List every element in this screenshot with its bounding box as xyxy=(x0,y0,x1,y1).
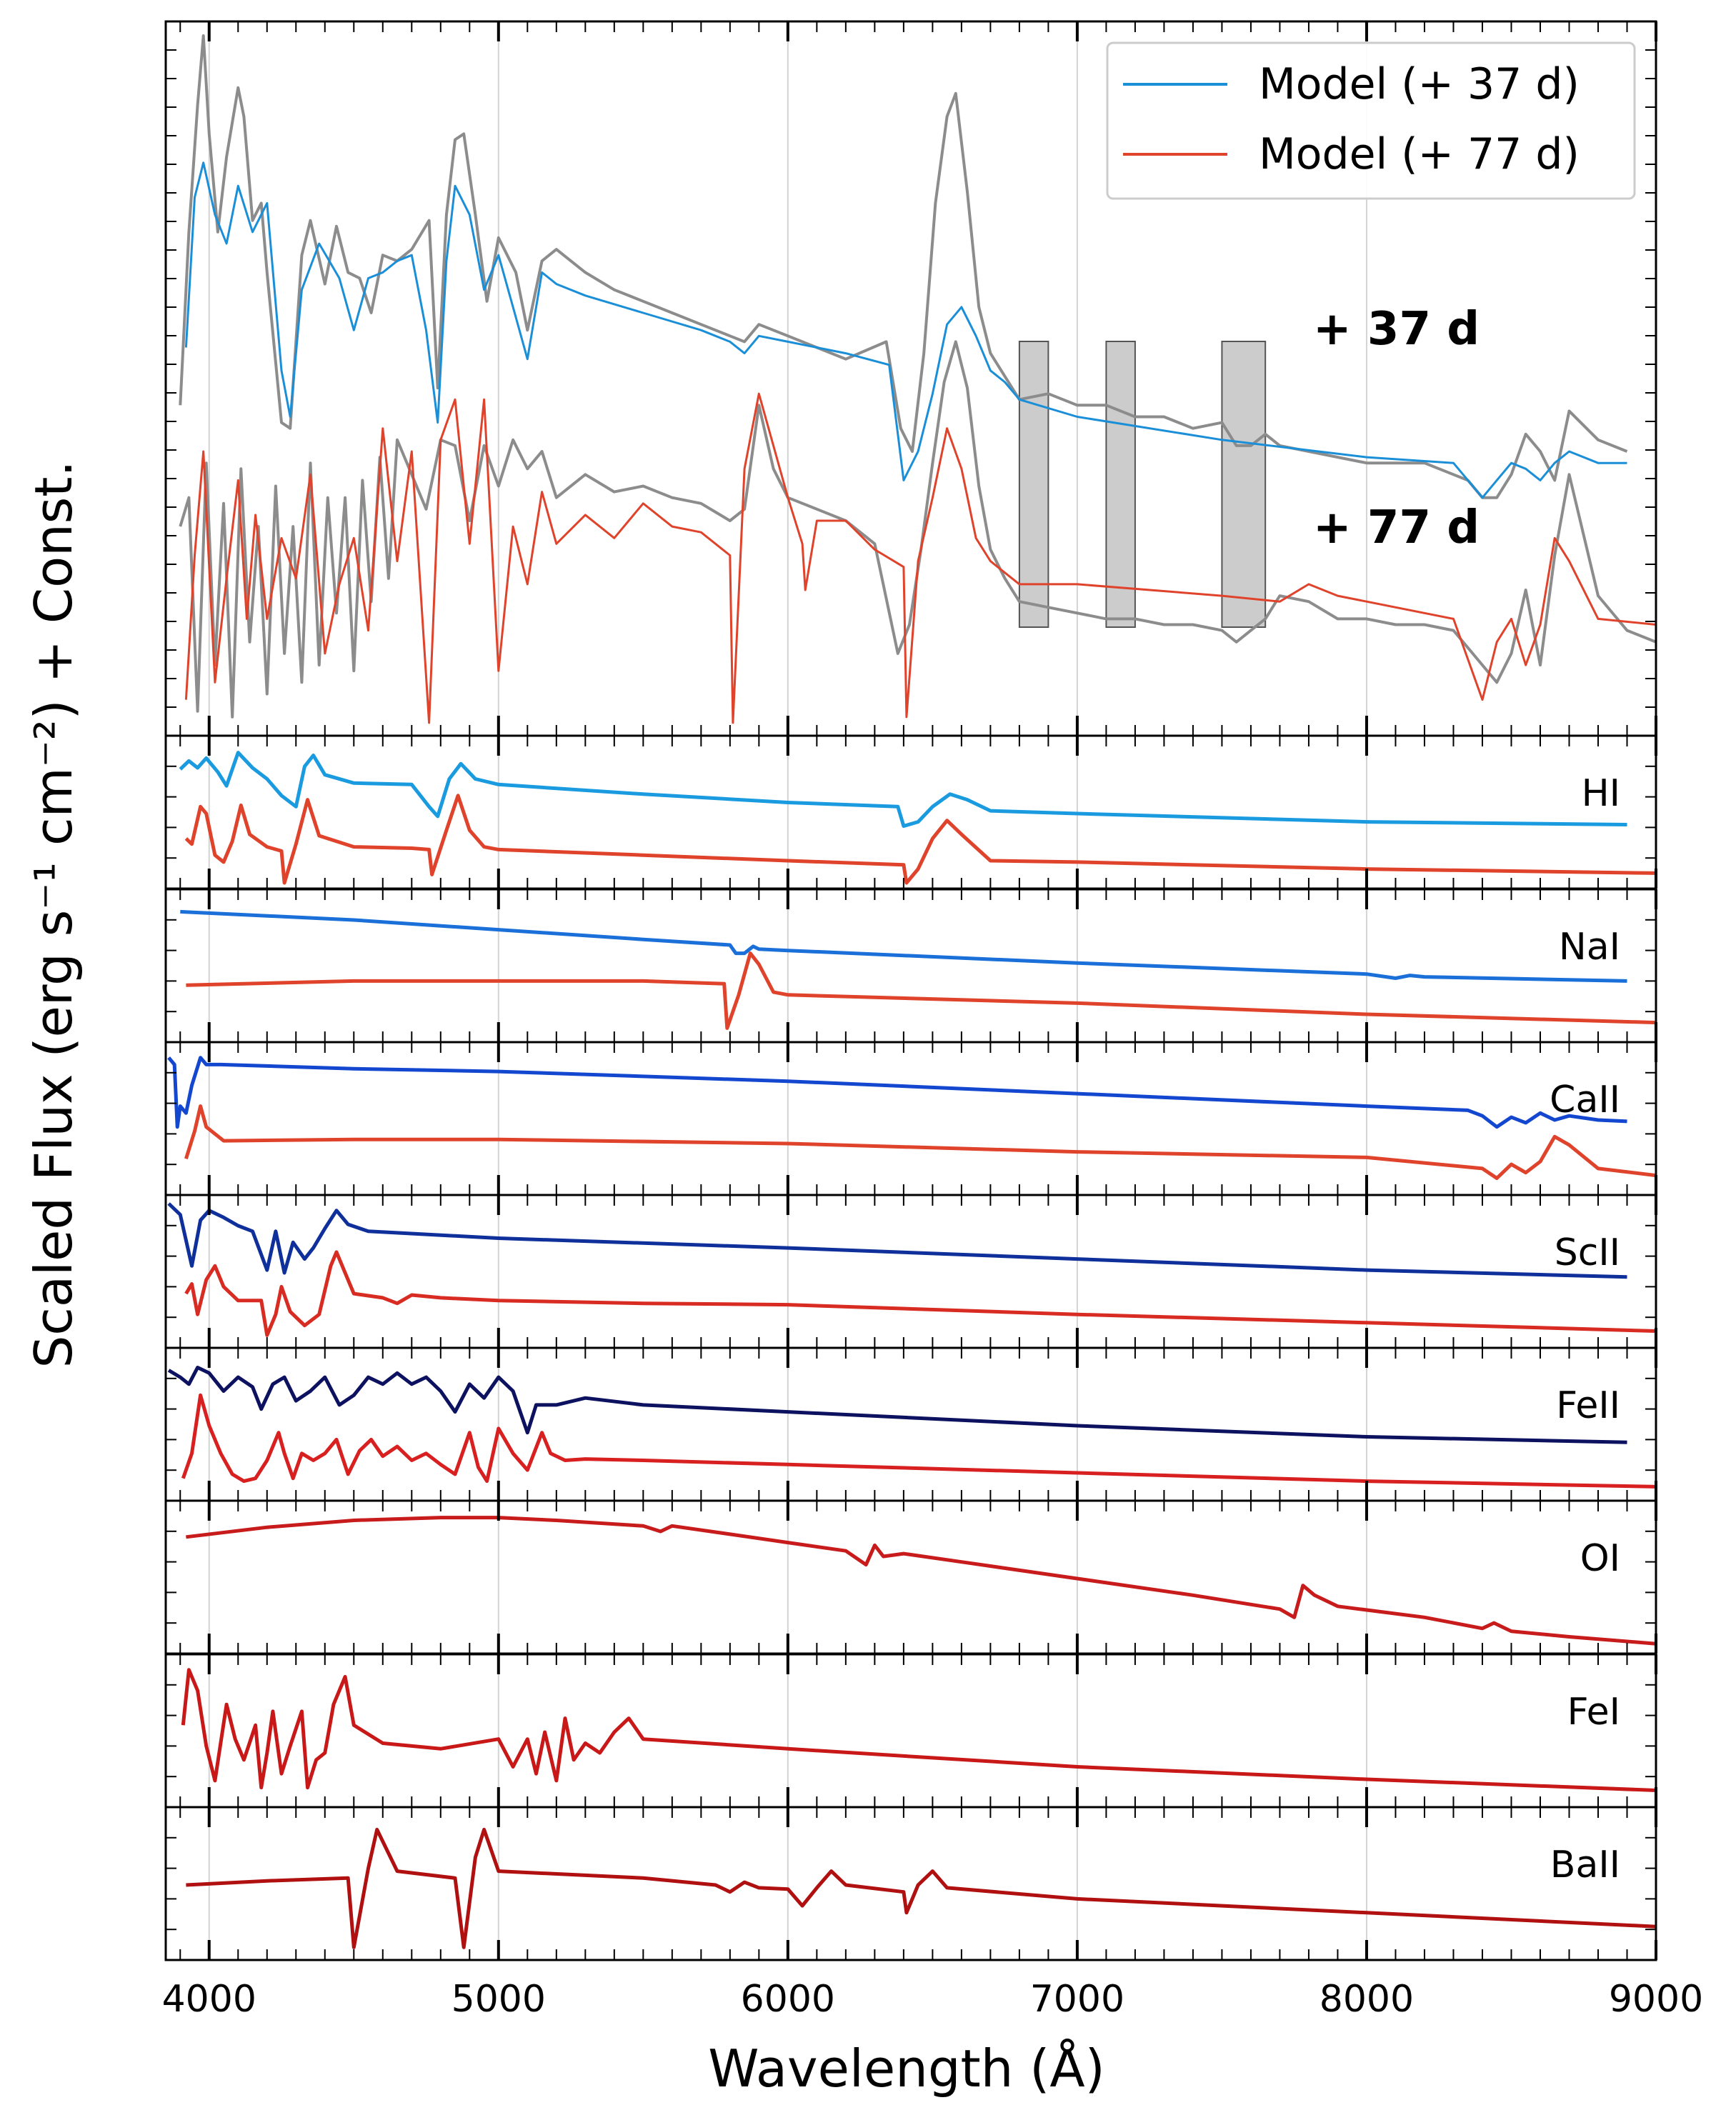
x-tick-label: 7000 xyxy=(1030,1978,1124,2021)
ion-panel-frame xyxy=(164,1806,1657,1961)
ion-spectrum-line xyxy=(180,909,1627,983)
ion-spectrum-line xyxy=(167,1056,1627,1129)
ion-panel-oi xyxy=(186,1516,1656,1646)
observed-spectrum-line xyxy=(179,34,1628,499)
plot-layer: + 37 d + 77 d HI NaI CaII ScII FeII OI FeI BaII 40… xyxy=(162,20,1703,2021)
x-axis-label: Wavelength (Å) xyxy=(708,2039,1104,2099)
ion-panel-label: NaI xyxy=(1559,926,1620,969)
ion-panel-label: HI xyxy=(1582,772,1620,815)
legend: Model (+ 37 d) Model (+ 77 d) xyxy=(1106,41,1636,200)
epoch-annotation: + 37 d xyxy=(1313,303,1480,356)
legend-label: Model (+ 77 d) xyxy=(1259,129,1580,179)
model-spectrum-line xyxy=(184,161,1627,499)
top-panel-spectra xyxy=(179,34,1656,724)
ion-panel-hi xyxy=(179,751,1656,885)
ion-spectrum-line xyxy=(186,1827,1656,1949)
ion-panel-label: OI xyxy=(1580,1537,1620,1580)
ion-spectrum-line xyxy=(167,1366,1627,1444)
ion-panel-fei xyxy=(181,1668,1656,1792)
x-tick-label: 8000 xyxy=(1320,1978,1414,2021)
ion-spectrum-line xyxy=(184,1250,1656,1337)
model-spectrum-line xyxy=(184,392,1656,724)
ion-panel-label: CaII xyxy=(1550,1079,1620,1121)
y-axis-label: Scaled Flux (erg s⁻¹ cm⁻²) + Const. xyxy=(24,461,84,1369)
ion-spectrum-line xyxy=(181,1668,1656,1792)
telluric-band xyxy=(1221,341,1267,628)
observed-spectrum-line xyxy=(179,340,1656,719)
x-tick-label: 6000 xyxy=(741,1978,835,2021)
ion-spectrum-line xyxy=(184,794,1656,885)
ion-panel-label: FeI xyxy=(1567,1691,1620,1734)
epoch-annotation: + 77 d xyxy=(1313,501,1480,554)
ion-panel-label: FeII xyxy=(1556,1384,1620,1427)
x-tick-label: 4000 xyxy=(162,1978,256,2021)
ion-panel-nai xyxy=(180,909,1656,1030)
ion-panel-feii xyxy=(167,1366,1656,1489)
x-tick-label: 9000 xyxy=(1609,1978,1703,2021)
ion-spectrum-line xyxy=(186,1516,1656,1646)
legend-box xyxy=(1106,41,1636,200)
ion-spectrum-line xyxy=(167,1202,1627,1279)
ion-panel-scii xyxy=(167,1202,1656,1337)
telluric-band xyxy=(1105,341,1136,628)
ion-panel-baii xyxy=(186,1827,1656,1949)
x-tick-label: 5000 xyxy=(452,1978,546,2021)
ion-panel-label: BaII xyxy=(1550,1844,1620,1886)
telluric-band xyxy=(1018,341,1049,628)
ion-spectrum-line xyxy=(186,951,1656,1030)
ion-spectrum-line xyxy=(184,1104,1656,1180)
ion-spectrum-line xyxy=(179,751,1627,828)
ion-panel-caii xyxy=(167,1056,1656,1180)
legend-label: Model (+ 37 d) xyxy=(1259,59,1580,109)
ion-spectrum-line xyxy=(181,1393,1656,1489)
ion-panel-label: ScII xyxy=(1555,1231,1620,1274)
